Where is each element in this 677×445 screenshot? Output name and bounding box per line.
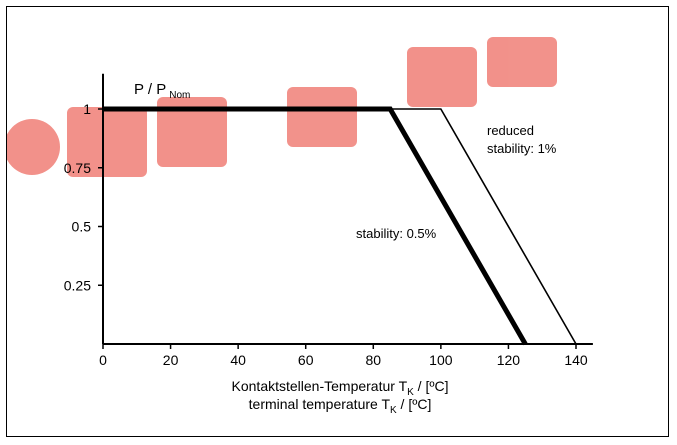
x-axis-label-en: terminal temperature TK / [ºC] xyxy=(249,396,432,416)
y-tick-label: 0.25 xyxy=(64,277,91,293)
chart-frame: 0.25 0.5 0.75 1 0 20 40 60 80 100 120 140 P / P Nom… xyxy=(6,6,669,437)
watermark-block-3 xyxy=(287,87,357,147)
y-tick-label: 0.75 xyxy=(64,160,91,176)
y-tick-label: 1 xyxy=(83,101,91,117)
x-tick-label: 20 xyxy=(163,352,179,368)
x-tick-label: 40 xyxy=(230,352,246,368)
series-label-reduced-line1: reduced xyxy=(487,123,534,138)
derating-chart: 0.25 0.5 0.75 1 0 20 40 60 80 100 120 140 P / P Nom… xyxy=(7,37,593,416)
x-ticks: 0 20 40 60 80 100 120 140 xyxy=(99,344,588,368)
series-label-stability: stability: 0.5% xyxy=(356,226,437,241)
x-tick-label: 60 xyxy=(298,352,314,368)
series-line-stability-0.5 xyxy=(103,106,528,346)
y-axis-label: P / P Nom xyxy=(134,81,190,101)
series-layer xyxy=(103,106,577,346)
x-tick-label: 100 xyxy=(429,352,453,368)
x-tick-label: 140 xyxy=(564,352,588,368)
watermark-block-5 xyxy=(487,37,557,87)
series-label-reduced-line2: stability: 1% xyxy=(487,141,557,156)
x-tick-label: 80 xyxy=(365,352,381,368)
x-axis-label-de: Kontaktstellen-Temperatur TK / [ºC] xyxy=(232,378,449,398)
x-tick-label: 120 xyxy=(497,352,521,368)
y-tick-label: 0.5 xyxy=(72,219,92,235)
watermark-circle-icon xyxy=(7,119,60,175)
watermark-block-4 xyxy=(407,47,477,107)
x-tick-label: 0 xyxy=(99,352,107,368)
y-ticks: 0.25 0.5 0.75 1 xyxy=(64,101,103,293)
